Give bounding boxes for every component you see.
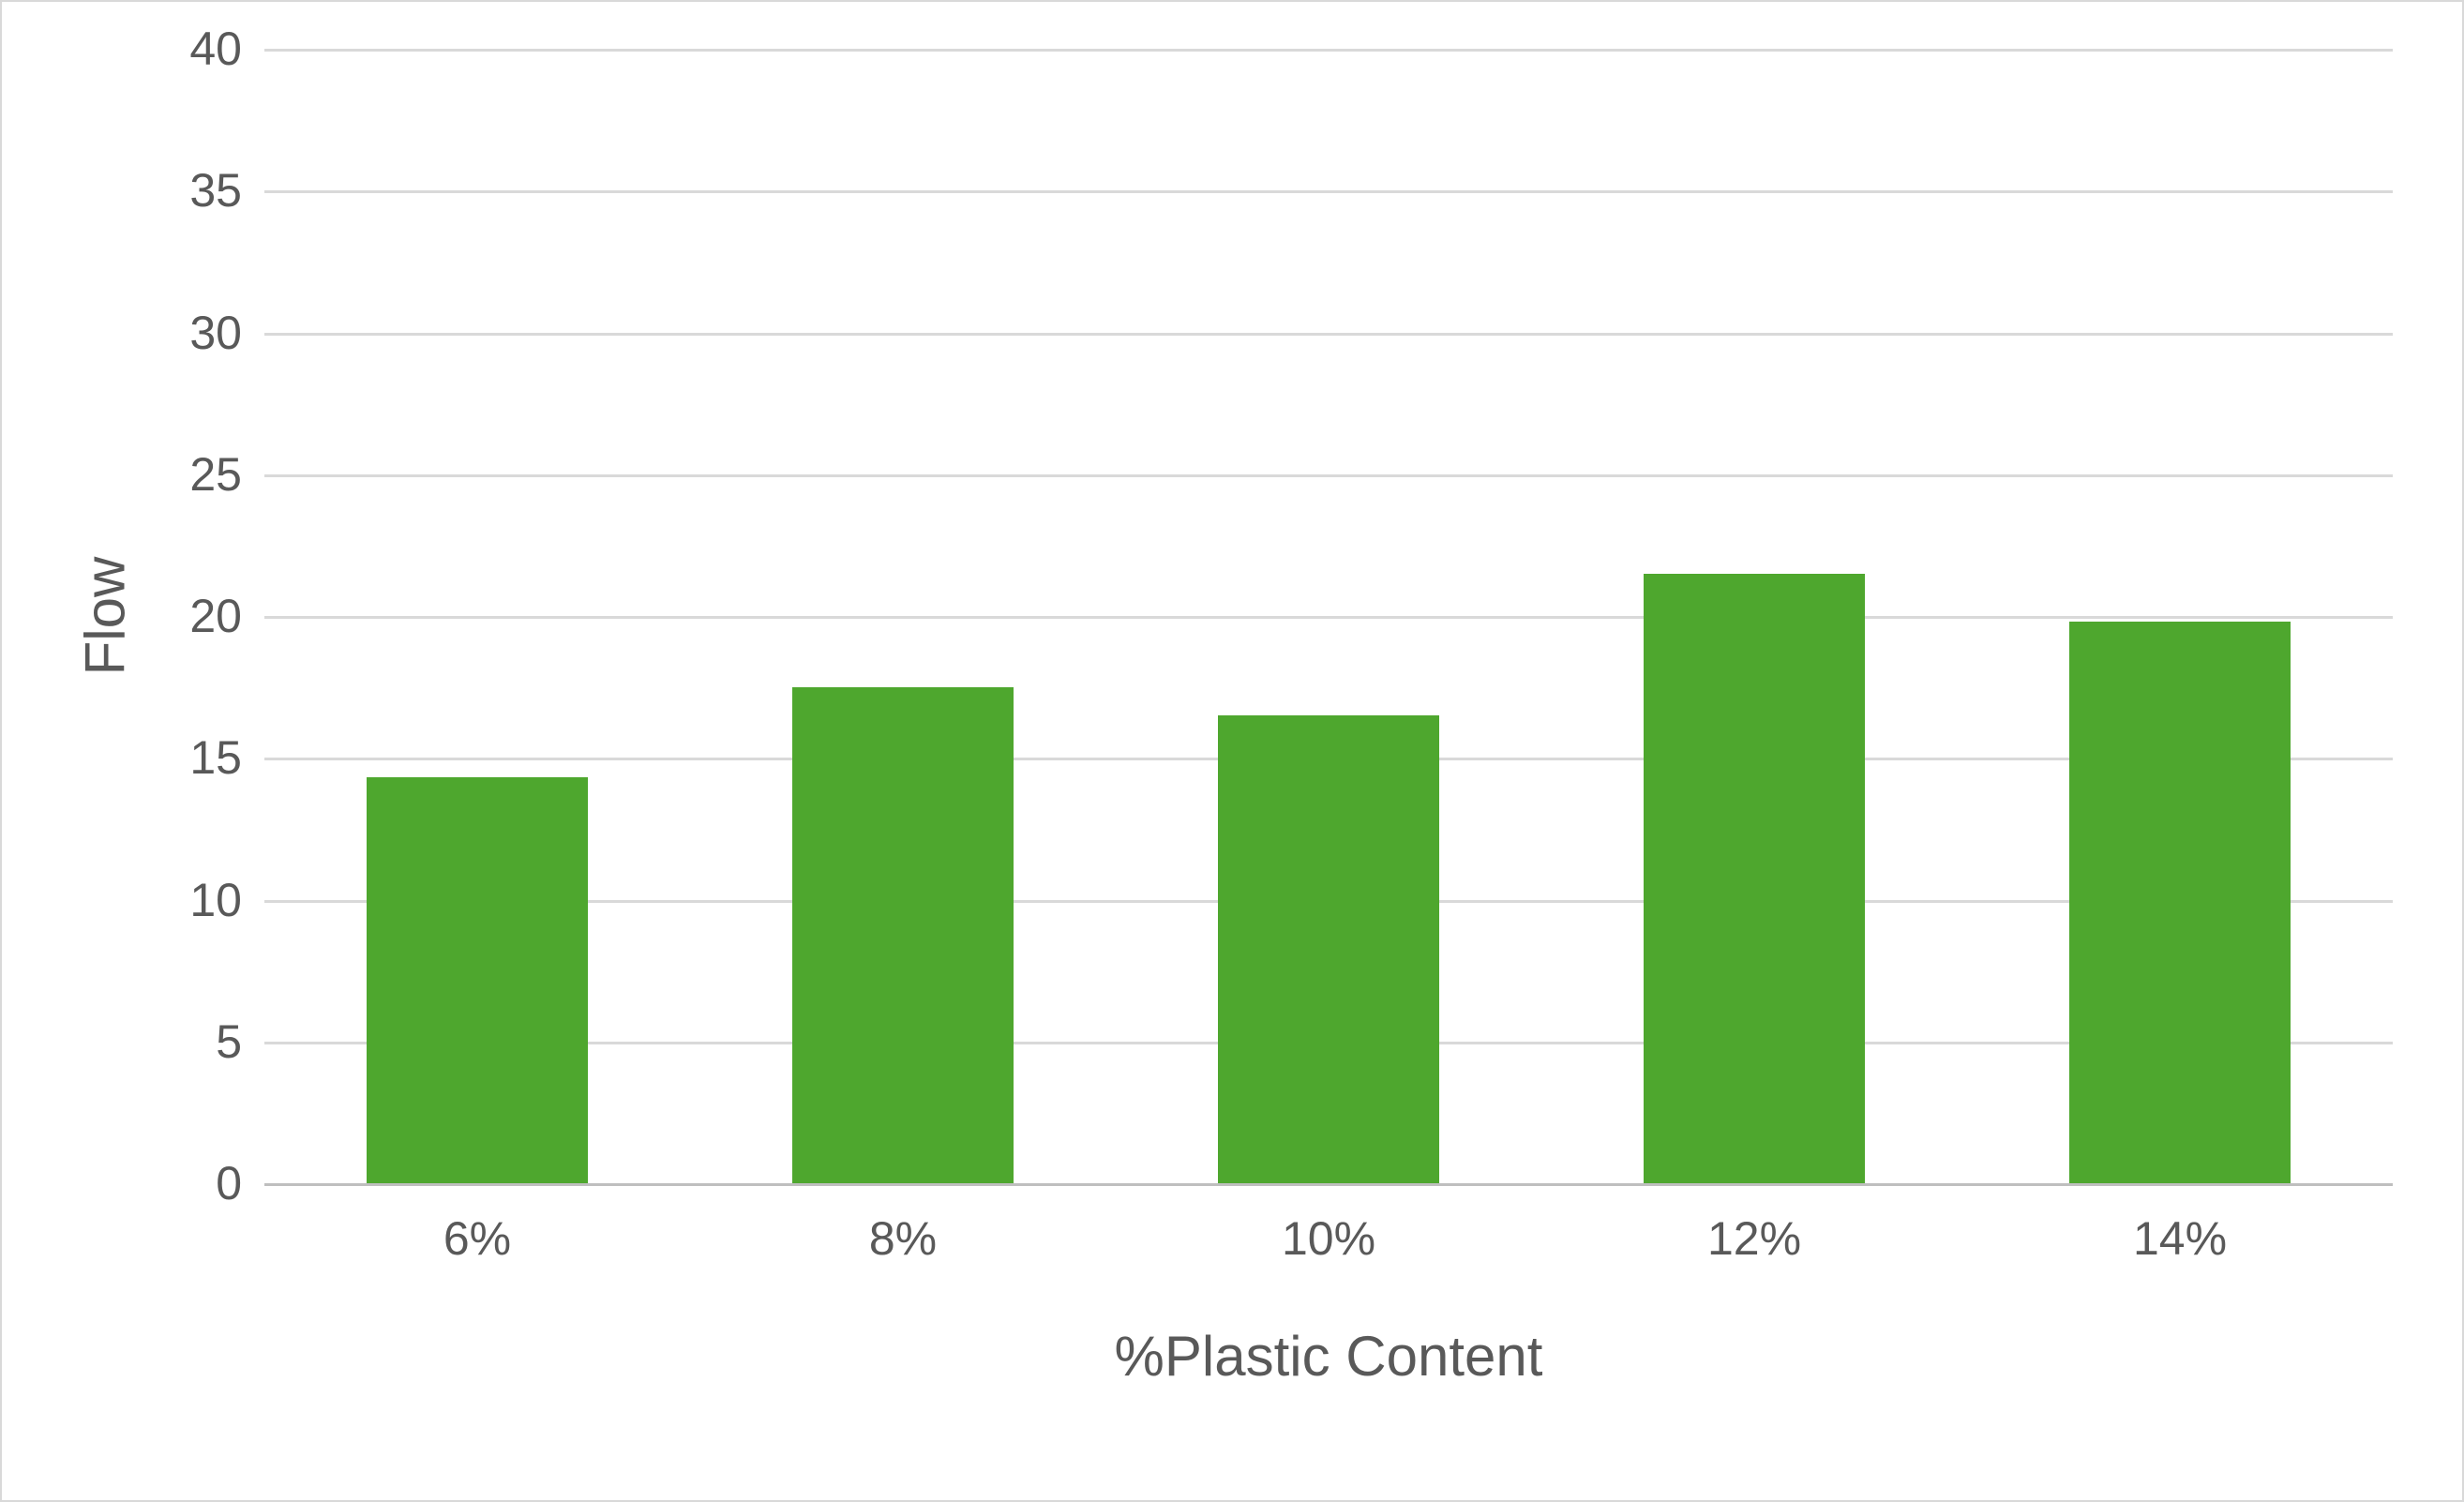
y-tick-label: 5 [216, 1014, 264, 1069]
y-tick-label: 20 [189, 589, 264, 643]
y-tick-label: 25 [189, 447, 264, 502]
y-tick-label: 15 [189, 730, 264, 785]
gridline [264, 333, 2393, 336]
y-axis-title: Flow [73, 557, 138, 676]
bar [2069, 622, 2291, 1183]
y-tick-label: 35 [189, 163, 264, 218]
bar [367, 777, 588, 1183]
bar [792, 687, 1014, 1183]
x-tick-label: 10% [1282, 1183, 1375, 1266]
y-tick-label: 10 [189, 873, 264, 927]
gridline [264, 49, 2393, 52]
x-tick-label: 6% [443, 1183, 511, 1266]
y-tick-label: 40 [189, 22, 264, 76]
x-tick-label: 12% [1707, 1183, 1801, 1266]
x-tick-label: 14% [2133, 1183, 2227, 1266]
y-tick-label: 30 [189, 306, 264, 360]
gridline [264, 474, 2393, 477]
y-tick-label: 0 [216, 1156, 264, 1210]
gridline [264, 616, 2393, 619]
chart-container: 05101520253035406%8%10%12%14% Flow %Plas… [0, 0, 2464, 1502]
x-axis-title: %Plastic Content [1115, 1324, 1543, 1389]
bar [1218, 715, 1439, 1183]
x-tick-label: 8% [869, 1183, 937, 1266]
gridline [264, 190, 2393, 193]
plot-area: 05101520253035406%8%10%12%14% [264, 49, 2393, 1183]
bar [1644, 574, 1865, 1183]
